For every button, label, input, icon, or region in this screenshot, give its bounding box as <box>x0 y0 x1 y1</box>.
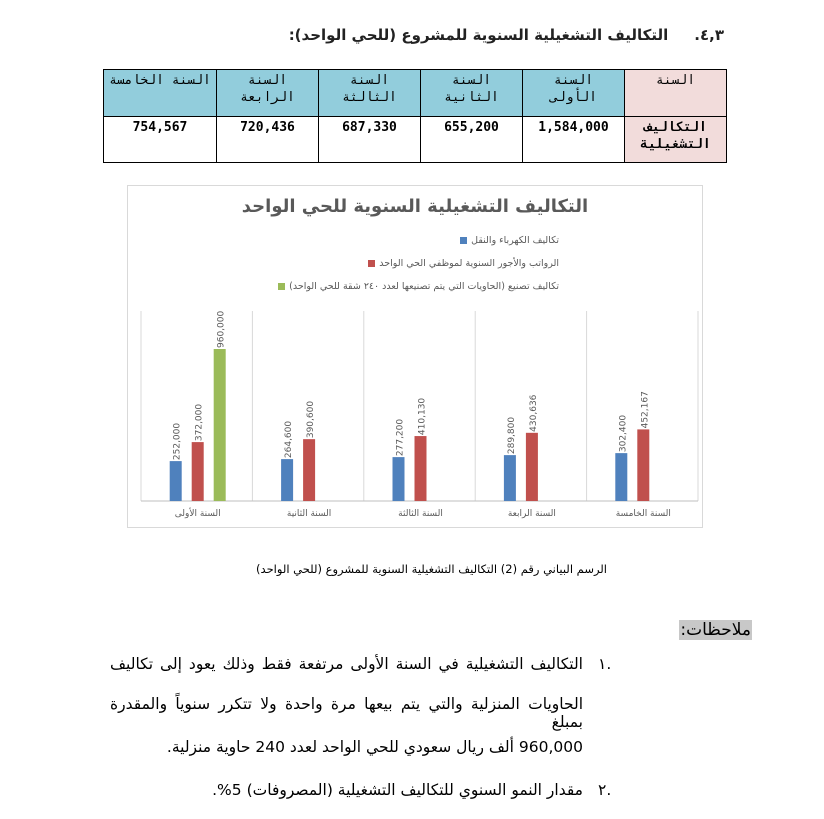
legend-label: الرواتب والأجور السنوية لموظفي الحي الوا… <box>379 258 559 269</box>
note-line: مقدار النمو السنوي للتكاليف التشغيلية (ا… <box>212 781 583 799</box>
table-cell: 720,436 <box>216 116 319 163</box>
chart-title: التكاليف التشغيلية السنوية للحي الواحد <box>241 196 589 217</box>
legend-swatch <box>368 260 376 267</box>
bar <box>414 436 427 501</box>
data-label: 277,200 <box>396 419 406 456</box>
bar <box>213 349 226 501</box>
table-row: التكاليف التشغيلية 1,584,000 655,200 687… <box>103 116 727 163</box>
notes-label: ملاحظات: <box>679 620 752 640</box>
bar <box>392 457 405 501</box>
note-line: الحاويات المنزلية والتي يتم بيعها مرة وا… <box>110 695 583 731</box>
x-tick-label: السنة الثالثة <box>398 509 443 519</box>
bar <box>303 439 316 501</box>
note-line: التكاليف التشغيلية في السنة الأولى مرتفع… <box>110 655 583 673</box>
section-title: التكاليف التشغيلية السنوية للمشروع (للحي… <box>288 26 669 44</box>
table-cell: 655,200 <box>420 116 523 163</box>
legend-label: تكاليف الكهرباء والنقل <box>471 235 559 246</box>
plot-area: 252,000 372,000 960,000 السنة الأولى 264,600… <box>140 311 699 519</box>
row-label: التكاليف التشغيلية <box>624 116 727 163</box>
list-marker: ١. <box>598 655 612 673</box>
bar <box>525 432 538 501</box>
data-label: 252,000 <box>173 423 183 460</box>
list-marker: ٢. <box>598 781 612 799</box>
bar <box>615 453 628 501</box>
table-header-row: السنة السنة الأولى السنة الثانية السنة ا… <box>103 69 727 117</box>
bar <box>503 455 516 501</box>
header-label: السنة <box>624 69 727 117</box>
data-label: 372,000 <box>195 404 205 441</box>
section-number: ٤,٣. <box>694 26 724 44</box>
legend-item: تكاليف تصنيع (الحاويات التي يتم تصنيعها … <box>278 281 559 292</box>
legend-item: الرواتب والأجور السنوية لموظفي الحي الوا… <box>368 258 559 269</box>
data-label: 390,600 <box>306 401 316 438</box>
data-label: 430,636 <box>529 394 539 431</box>
note-line: 960,000 ألف ريال سعودي للحي الواحد لعدد … <box>166 738 583 756</box>
x-tick-label: السنة الثانية <box>287 509 331 519</box>
x-tick-label: السنة الخامسة <box>616 509 671 519</box>
data-label: 289,800 <box>507 417 517 454</box>
bar <box>169 461 182 501</box>
column-header: السنة الثانية <box>420 69 523 117</box>
x-tick-label: السنة الرابعة <box>508 509 556 519</box>
legend-label: تكاليف تصنيع (الحاويات التي يتم تصنيعها … <box>289 281 559 292</box>
table-cell: 754,567 <box>103 116 217 163</box>
legend-swatch <box>278 283 286 290</box>
data-label: 452,167 <box>640 391 650 428</box>
column-header: السنة الثالثة <box>318 69 421 117</box>
bar <box>281 459 294 501</box>
data-label: 410,130 <box>418 398 428 435</box>
column-header: السنة الأولى <box>522 69 625 117</box>
table-cell: 1,584,000 <box>522 116 625 163</box>
table-cell: 687,330 <box>318 116 421 163</box>
bar <box>191 442 204 501</box>
data-label: 960,000 <box>217 311 227 348</box>
bar-chart: التكاليف التشغيلية السنوية للحي الواحد ت… <box>127 185 703 528</box>
operating-costs-table: السنة السنة الأولى السنة الثانية السنة ا… <box>103 69 727 163</box>
section-heading: ٤,٣. التكاليف التشغيلية السنوية للمشروع (… <box>289 26 724 44</box>
column-header: السنة الرابعة <box>216 69 319 117</box>
chart-caption: الرسم البياني رقم (2) التكاليف التشغيلية… <box>256 562 607 576</box>
column-header: السنة الخامسة <box>103 69 217 117</box>
legend-swatch <box>460 237 468 244</box>
legend-item: تكاليف الكهرباء والنقل <box>460 235 559 246</box>
bar <box>637 429 650 501</box>
x-tick-label: السنة الأولى <box>175 507 221 519</box>
data-label: 302,400 <box>618 415 628 452</box>
data-label: 264,600 <box>284 421 294 458</box>
